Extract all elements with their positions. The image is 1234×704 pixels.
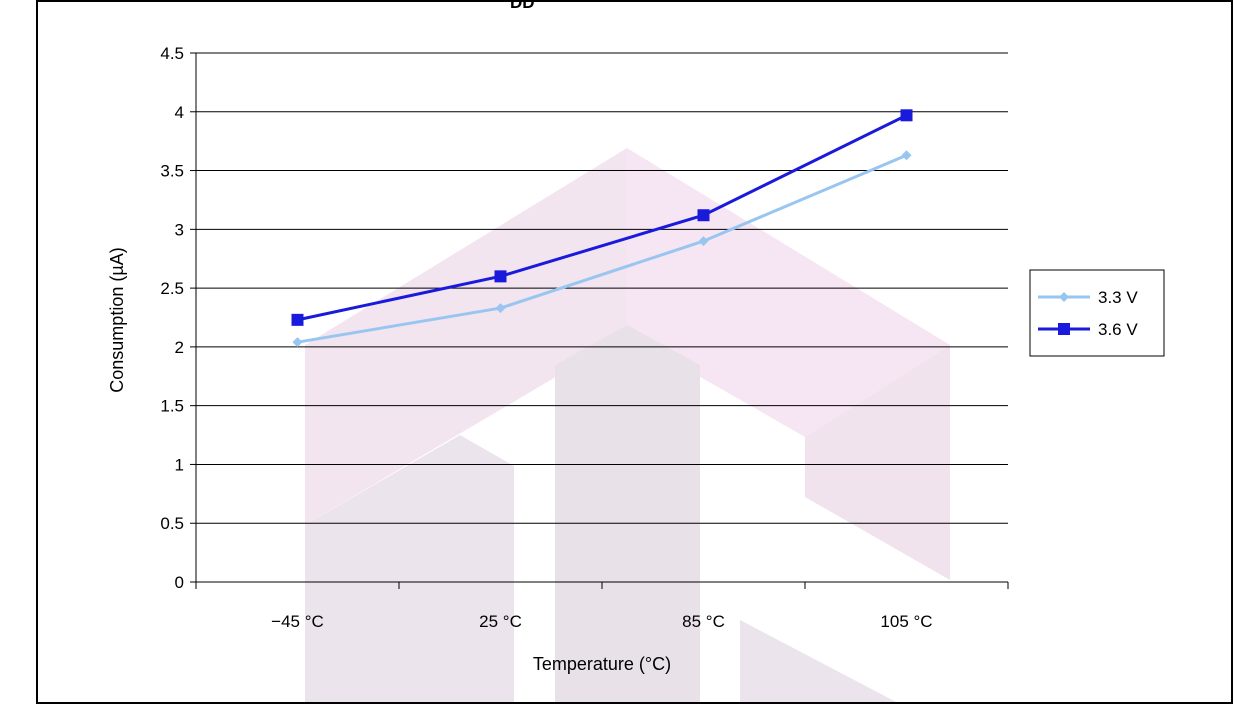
gridlines [196, 52, 1008, 524]
y-axis-title: Consumption (µA) [107, 247, 127, 392]
data-point [291, 313, 304, 326]
header-fragment: DD [510, 0, 535, 12]
x-tick-label: 105 °C [880, 612, 932, 631]
data-point [901, 150, 912, 161]
x-tick-labels: −45 °C 25 °C 85 °C 105 °C [271, 612, 932, 631]
legend-label: 3.6 V [1098, 320, 1138, 339]
axes [190, 52, 1009, 589]
watermark-logo [305, 148, 950, 704]
legend-marker [1058, 323, 1070, 335]
y-tick-labels: 0 0.5 1 1.5 2 2.5 3 3.5 4 4.5 [160, 44, 184, 592]
legend-box [1029, 269, 1165, 357]
series-line-1 [297, 113, 908, 322]
x-tick-label: 25 °C [479, 612, 522, 631]
x-axis-title: Temperature (°C) [533, 654, 671, 674]
y-tick-label: 3 [175, 220, 184, 239]
data-point [900, 109, 913, 122]
chart-frame [36, 0, 1233, 704]
y-tick-label: 0.5 [160, 514, 184, 533]
legend-label: 3.3 V [1098, 288, 1138, 307]
series-line-0 [297, 153, 908, 344]
y-tick-label: 3.5 [160, 162, 184, 181]
legend: 3.3 V 3.6 V [1029, 269, 1165, 357]
data-point [494, 270, 507, 283]
y-tick-label: 0 [175, 573, 184, 592]
data-point [698, 236, 709, 247]
x-tick-label: −45 °C [271, 612, 324, 631]
x-tick-label: 85 °C [682, 612, 725, 631]
data-point [495, 303, 506, 314]
y-tick-label: 4 [175, 103, 184, 122]
y-tick-label: 1.5 [160, 397, 184, 416]
y-tick-label: 4.5 [160, 44, 184, 63]
y-tick-label: 1 [175, 455, 184, 474]
y-tick-label: 2 [175, 338, 184, 357]
series-lines [291, 109, 913, 348]
data-point [292, 337, 303, 348]
data-point [697, 209, 710, 222]
y-tick-label: 2.5 [160, 279, 184, 298]
legend-marker [1059, 292, 1069, 302]
